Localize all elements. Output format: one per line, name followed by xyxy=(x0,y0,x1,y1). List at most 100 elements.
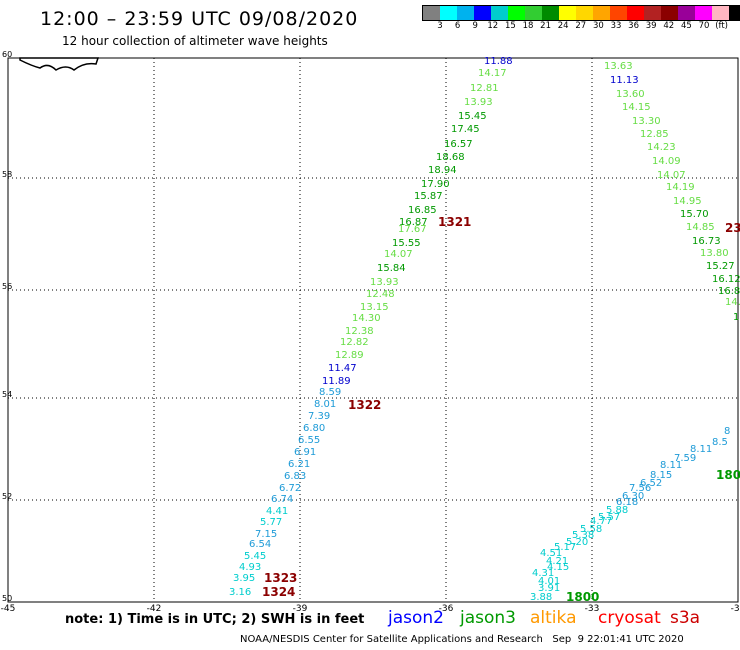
swh-reading: 6.91 xyxy=(294,447,316,458)
pass-time-label: 1321 xyxy=(438,215,471,229)
lon-label: -33 xyxy=(585,604,600,614)
swh-reading: 15.84 xyxy=(377,263,406,274)
legend-cryosat: cryosat xyxy=(598,608,661,628)
footer-credit: NOAA/NESDIS Center for Satellite Applica… xyxy=(240,634,684,645)
swh-reading: 6.72 xyxy=(279,483,301,494)
swh-reading: 5.57 xyxy=(598,512,620,523)
swh-reading: 8.15 xyxy=(650,470,672,481)
swh-reading: 13.30 xyxy=(632,116,661,127)
colorbar-swatch xyxy=(576,6,593,20)
swh-reading: 3.95 xyxy=(233,573,255,584)
swh-reading: 14. xyxy=(725,297,740,308)
swh-reading: 3.16 xyxy=(229,587,251,598)
pass-time-label: 1800 xyxy=(566,590,599,604)
swh-reading: 14.15 xyxy=(622,102,651,113)
swh-reading: 3.88 xyxy=(530,592,552,603)
swh-reading: 15.45 xyxy=(458,111,487,122)
lon-label: -39 xyxy=(293,604,308,614)
swh-reading: 5.20 xyxy=(566,537,588,548)
colorbar-label: 3 xyxy=(437,21,443,31)
colorbar-swatch xyxy=(661,6,678,20)
swh-reading: 6.74 xyxy=(271,494,293,505)
swh-reading: 12.81 xyxy=(470,83,499,94)
colorbar-label: 70 xyxy=(698,21,710,31)
colorbar-swatch xyxy=(474,6,491,20)
pass-time-label: 23 xyxy=(725,221,740,235)
legend-s3a: s3a xyxy=(670,608,701,628)
swh-reading: 15.87 xyxy=(414,191,443,202)
colorbar-label: 9 xyxy=(472,21,478,31)
swh-reading: 17.90 xyxy=(421,179,450,190)
swh-reading: 6.52 xyxy=(640,478,662,489)
swh-reading: 15.70 xyxy=(680,209,709,220)
colorbar-swatch xyxy=(678,6,695,20)
swh-reading: 11.13 xyxy=(610,75,639,86)
swh-reading: 17.45 xyxy=(451,124,480,135)
swh-reading: 3.91 xyxy=(538,583,560,594)
swh-reading: 5.17 xyxy=(554,542,576,553)
pass-time-label: 1322 xyxy=(348,398,381,412)
colorbar-label: 42 xyxy=(663,21,675,31)
swh-reading: 5.88 xyxy=(606,505,628,516)
lat-label: 56 xyxy=(2,282,12,291)
swh-reading: 5.77 xyxy=(260,517,282,528)
swh-reading: 16.85 xyxy=(408,205,437,216)
lon-label: -42 xyxy=(147,604,162,614)
lat-label: 52 xyxy=(2,492,12,501)
legend-altika: altika xyxy=(530,608,577,628)
swh-reading: 14.19 xyxy=(666,182,695,193)
lon-label: -36 xyxy=(439,604,454,614)
swh-reading: 4.15 xyxy=(547,562,569,573)
lat-label: 60 xyxy=(2,50,12,59)
swh-reading: 11.47 xyxy=(328,363,357,374)
swh-reading: 12.89 xyxy=(335,350,364,361)
swh-reading: 15.27 xyxy=(706,261,735,272)
swh-reading: 15 xyxy=(733,312,740,323)
swh-reading: 14.23 xyxy=(647,142,676,153)
swh-reading: 14.85 xyxy=(686,222,715,233)
pass-time-label: 180 xyxy=(716,468,740,482)
lat-label: 50 xyxy=(2,594,12,603)
swh-reading: 17.67 xyxy=(398,224,427,235)
swh-reading: 4.51 xyxy=(540,548,562,559)
colorbar-label: 12 xyxy=(487,21,499,31)
colorbar-swatch xyxy=(440,6,457,20)
swh-reading: 8.01 xyxy=(314,399,336,410)
swh-reading: 8.5 xyxy=(712,437,728,448)
colorbar-swatch xyxy=(525,6,542,20)
legend-jason2: jason2 xyxy=(388,608,444,628)
swh-reading: 14.30 xyxy=(352,313,381,324)
coastline-greenland xyxy=(19,57,100,71)
swh-reading: 15.55 xyxy=(392,238,421,249)
colorbar-label: 21 xyxy=(540,21,552,31)
swh-reading: 5.38 xyxy=(572,530,594,541)
swh-reading: 14.95 xyxy=(673,196,702,207)
swh-reading: 4.93 xyxy=(239,562,261,573)
swh-reading: 18.68 xyxy=(436,152,465,163)
colorbar-label: 24 xyxy=(557,21,569,31)
swh-reading: 12.38 xyxy=(345,326,374,337)
swh-reading: 7.56 xyxy=(629,483,651,494)
swh-reading: 4.41 xyxy=(266,506,288,517)
swh-reading: 14.07 xyxy=(384,249,413,260)
swh-reading: 12.82 xyxy=(340,337,369,348)
colorbar-label: 6 xyxy=(454,21,461,31)
swh-reading: 6.83 xyxy=(284,471,306,482)
swh-reading: 13.93 xyxy=(464,97,493,108)
swh-reading: 6.80 xyxy=(303,423,325,434)
colorbar-swatch xyxy=(644,6,661,20)
swh-reading: 16.8 xyxy=(718,286,740,297)
swh-reading: 13.60 xyxy=(616,89,645,100)
colorbar-swatch xyxy=(491,6,508,20)
colorbar-swatch xyxy=(423,6,440,20)
swh-reading: 13.15 xyxy=(360,302,389,313)
colorbar-label: 15 xyxy=(504,21,516,31)
swh-reading: 14.09 xyxy=(652,156,681,167)
swh-reading: 12.48 xyxy=(366,289,395,300)
swh-reading: 18.94 xyxy=(428,165,457,176)
colorbar-label: 33 xyxy=(610,21,622,31)
swh-reading: 13.63 xyxy=(604,61,633,72)
swh-reading: 16.73 xyxy=(692,236,721,247)
swh-reading: 6.30 xyxy=(622,491,644,502)
